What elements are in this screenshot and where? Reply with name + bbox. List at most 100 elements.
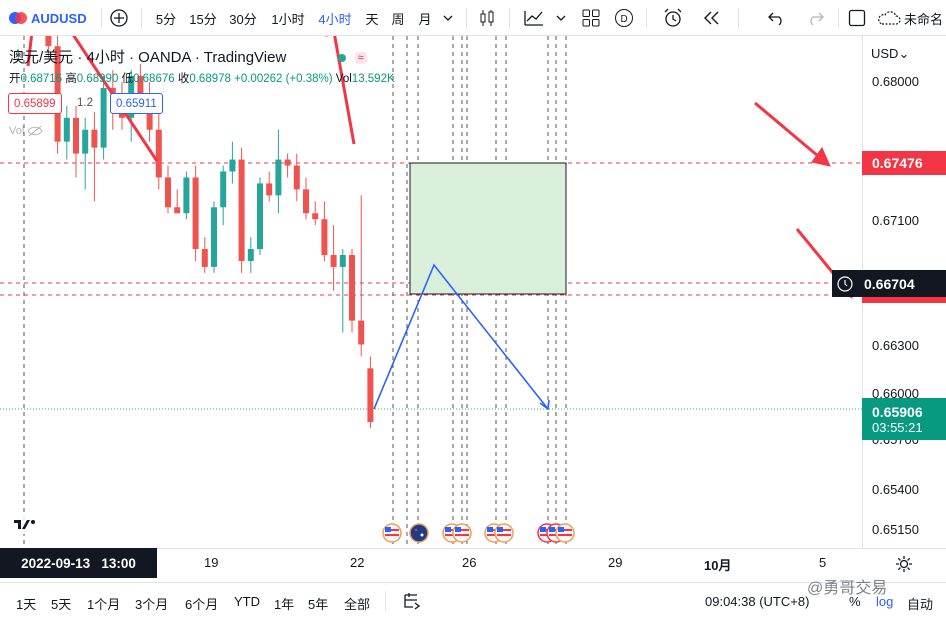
calendar-arrow-icon	[404, 593, 421, 610]
y-tick-label: 0.66000	[872, 386, 919, 401]
flag-icon	[9, 12, 27, 24]
layout-button[interactable]	[578, 0, 604, 36]
range-all[interactable]: 全部	[344, 597, 371, 612]
indicators-button[interactable]	[520, 0, 548, 36]
chart-type-button[interactable]	[474, 0, 500, 36]
undo-button[interactable]	[764, 0, 790, 36]
candle-up	[257, 183, 263, 250]
y-tick-label: 0.66300	[872, 338, 919, 353]
range-6m[interactable]: 6个月	[185, 597, 219, 612]
replay-button[interactable]	[698, 0, 726, 36]
candle-down	[358, 320, 365, 345]
chevron-down-icon	[443, 15, 453, 21]
range-1m[interactable]: 1个月	[87, 597, 121, 612]
crosshair-date-label: 2022-09-13 13:00	[0, 548, 157, 578]
x-tick-label: 29	[608, 555, 623, 570]
divider	[838, 8, 839, 28]
divider	[646, 8, 647, 28]
range-5y[interactable]: 5年	[308, 597, 329, 612]
alert-button[interactable]	[659, 0, 687, 36]
tf-30m[interactable]: 30分	[229, 11, 257, 27]
tf-4h[interactable]: 4小时	[318, 11, 352, 27]
volume-indicator-label[interactable]: Vol	[9, 125, 43, 137]
tf-1m[interactable]: 月	[418, 11, 432, 27]
candle-down	[73, 117, 79, 154]
price-chart[interactable]	[0, 36, 862, 548]
range-ytd[interactable]: YTD	[234, 594, 260, 609]
log-toggle[interactable]: log	[876, 594, 894, 609]
tf-1d[interactable]: 天	[365, 11, 379, 27]
red-arrow-annotation	[26, 36, 34, 67]
compare-button[interactable]	[106, 0, 132, 36]
red-arrow-annotation	[325, 36, 356, 145]
auto-toggle[interactable]: 自动	[907, 597, 934, 612]
clock-time[interactable]: 09:04:38 (UTC+8)	[705, 594, 810, 609]
top-toolbar: AUDUSD 5分 15分 30分 1小时 4小时 天 周 月 D	[0, 0, 946, 36]
cloud-icon	[878, 11, 901, 25]
tf-1w[interactable]: 周	[391, 11, 405, 27]
candles-icon	[480, 10, 494, 26]
divider	[738, 8, 739, 28]
candle-up	[100, 87, 107, 148]
watermark-text: @勇哥交易	[807, 580, 888, 597]
us-flag-event-icon[interactable]	[452, 523, 472, 543]
tf-1h[interactable]: 1小时	[271, 11, 305, 27]
settings-button[interactable]	[894, 554, 914, 579]
y-tick-label: 0.65150	[872, 522, 919, 537]
candle-down	[137, 76, 144, 94]
projection-path[interactable]	[373, 263, 549, 410]
percent-toggle[interactable]: %	[849, 594, 861, 609]
x-tick-label: 10月	[704, 558, 732, 573]
target-zone-rectangle[interactable]	[409, 162, 567, 295]
candle-up	[183, 177, 190, 214]
grid-layout-icon	[582, 9, 600, 27]
time-axis[interactable]	[0, 548, 946, 580]
gear-icon	[896, 556, 912, 572]
us-flag-event-icon[interactable]	[555, 523, 575, 543]
candle-down	[266, 183, 273, 196]
clock-icon	[837, 275, 853, 292]
indicators-dropdown[interactable]	[552, 0, 570, 36]
au-flag-event-icon[interactable]	[409, 523, 429, 543]
projection-arrowhead	[539, 399, 550, 411]
delayed-badge-icon[interactable]: ≈	[354, 52, 367, 65]
range-5d[interactable]: 5天	[51, 597, 72, 612]
symbol-search[interactable]: AUDUSD	[8, 0, 92, 36]
currency-selector[interactable]: USD⌄	[871, 46, 910, 61]
candle-down	[312, 213, 319, 220]
y-tick-label: 0.65400	[872, 482, 919, 497]
range-3m[interactable]: 3个月	[135, 597, 169, 612]
square-icon	[848, 9, 866, 27]
candle-down	[284, 159, 291, 166]
timeframe-dropdown[interactable]	[439, 0, 457, 36]
candle-up	[275, 159, 282, 196]
chevron-down-icon	[556, 15, 566, 21]
fullscreen-button[interactable]	[845, 0, 869, 36]
eye-hidden-icon	[27, 125, 43, 137]
svg-text:D: D	[621, 14, 628, 25]
sell-button[interactable]: 0.65899	[8, 93, 62, 114]
x-tick-label: 19	[204, 555, 219, 570]
us-flag-event-icon[interactable]	[382, 523, 402, 543]
candle-up	[211, 207, 217, 267]
redo-button[interactable]	[802, 0, 828, 36]
tf-5m[interactable]: 5分	[155, 11, 177, 27]
range-1d[interactable]: 1天	[16, 597, 37, 612]
x-tick-label: 5	[819, 555, 827, 570]
candle-up	[247, 249, 254, 261]
chart-title: 澳元/美元 · 4小时 · OANDA · TradingView ≈	[9, 46, 367, 67]
us-flag-event-icon[interactable]	[494, 523, 514, 543]
price-tag-resistance: 0.67476	[862, 151, 946, 175]
redo-icon	[810, 12, 824, 25]
data-window-button[interactable]: D	[611, 0, 637, 36]
buy-button[interactable]: 0.65911	[110, 93, 163, 114]
save-layout-button[interactable]: 未命名	[876, 0, 946, 36]
candle-down	[238, 159, 245, 261]
candle-up	[63, 117, 70, 142]
tf-15m[interactable]: 15分	[189, 11, 217, 27]
tradingview-logo[interactable]	[10, 514, 38, 539]
bottom-toolbar	[0, 582, 946, 626]
go-to-date-button[interactable]	[403, 592, 423, 615]
divider	[466, 8, 467, 28]
range-1y[interactable]: 1年	[274, 597, 295, 612]
